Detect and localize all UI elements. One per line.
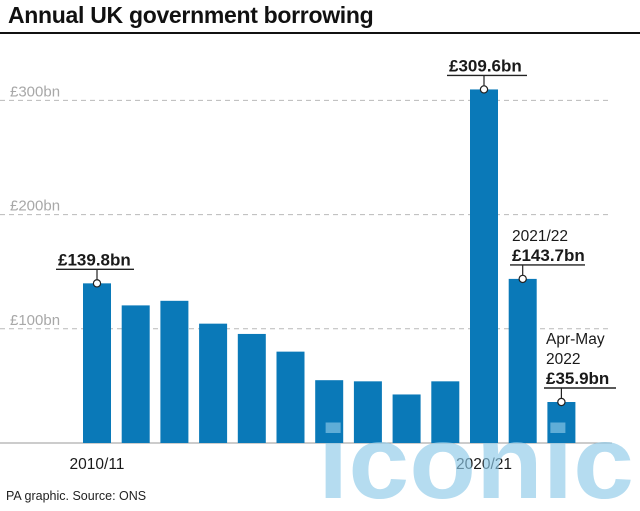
x-tick-label: 2020/21 bbox=[456, 456, 512, 473]
x-tick-labels: 2010/11 2020/21 bbox=[70, 456, 512, 473]
bar bbox=[431, 381, 460, 443]
bar bbox=[315, 380, 344, 443]
bar-chart: £100bn £200bn £300bn £139.8bn £309.6bn 2021/… bbox=[0, 56, 616, 473]
data-label: £309.6bn bbox=[449, 56, 522, 75]
annotation-period-label: 2022 bbox=[546, 351, 580, 368]
bar bbox=[470, 89, 498, 443]
annotation-period-label: Apr-May bbox=[546, 331, 605, 348]
source-note: PA graphic. Source: ONS bbox=[6, 489, 147, 503]
watermark-logo: iconic bbox=[318, 405, 634, 504]
bar bbox=[276, 351, 305, 443]
annotation-dot bbox=[518, 274, 527, 284]
annotation-period-label: 2021/22 bbox=[512, 228, 568, 245]
annotation-dot bbox=[479, 85, 489, 94]
data-label: £35.9bn bbox=[546, 369, 609, 388]
bars bbox=[83, 89, 576, 443]
bar bbox=[160, 300, 189, 443]
y-tick-label: £300bn bbox=[10, 83, 60, 100]
x-tick-label: 2010/11 bbox=[70, 456, 125, 473]
data-label: £139.8bn bbox=[58, 250, 131, 269]
bar bbox=[508, 278, 537, 443]
data-label: £143.7bn bbox=[512, 246, 585, 265]
annotation-dot bbox=[557, 397, 566, 407]
bar bbox=[121, 305, 150, 443]
y-tick-label: £200bn bbox=[10, 198, 60, 215]
data-labels: £139.8bn £309.6bn 2021/22£143.7bn Apr-May 20… bbox=[56, 56, 616, 407]
bar bbox=[547, 402, 576, 443]
bar bbox=[83, 283, 111, 443]
annotation-dot bbox=[92, 279, 102, 288]
bar bbox=[199, 323, 228, 443]
chart-title: Annual UK government borrowing bbox=[8, 2, 374, 28]
bar bbox=[392, 394, 421, 443]
watermark-text: iconic bbox=[318, 405, 634, 504]
bar bbox=[353, 381, 382, 443]
y-tick-label: £100bn bbox=[10, 312, 60, 329]
title-rule bbox=[0, 32, 640, 34]
bar bbox=[237, 333, 266, 443]
